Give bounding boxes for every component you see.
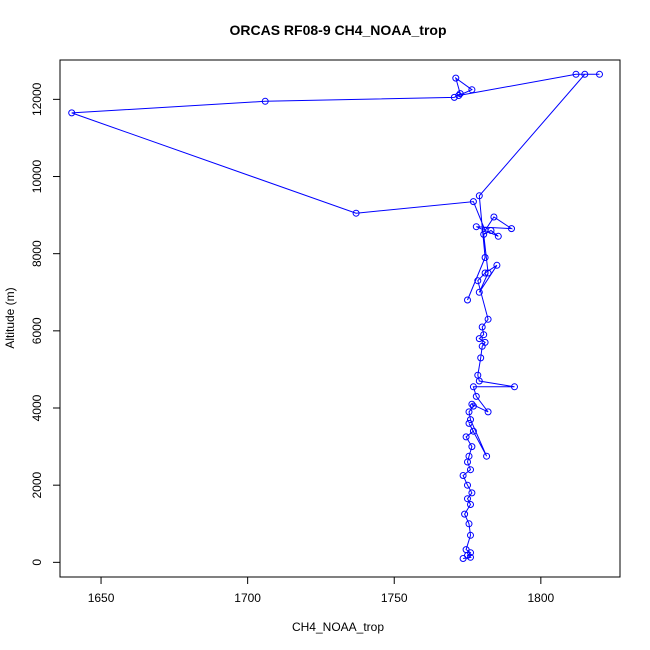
data-point (475, 335, 483, 343)
data-point (462, 433, 470, 441)
data-point (481, 338, 489, 346)
data-point (475, 288, 483, 296)
data-point (481, 269, 489, 277)
data-point (456, 90, 464, 98)
data-point (467, 501, 474, 508)
data-point (474, 371, 482, 379)
data-point (472, 223, 480, 231)
data-point (465, 452, 473, 460)
data-point (475, 192, 483, 200)
y-tick-label: 2000 (30, 472, 44, 499)
data-point (481, 254, 489, 261)
y-tick-label: 12000 (30, 82, 44, 116)
data-point (452, 74, 460, 82)
data-point (490, 213, 498, 221)
data-point (480, 230, 488, 238)
data-point (469, 427, 477, 435)
data-point (455, 92, 463, 99)
data-point (469, 402, 477, 410)
data-point (464, 296, 471, 304)
data-point (484, 269, 492, 277)
data-point (468, 443, 476, 451)
data-point (581, 70, 589, 78)
data-point (468, 400, 476, 408)
data-point (468, 86, 476, 94)
data-point (596, 70, 603, 78)
x-axis-label: CH4_NOAA_trop (292, 620, 384, 634)
x-tick-label: 1650 (88, 591, 115, 605)
data-point (465, 520, 473, 528)
data-point (477, 354, 485, 362)
data-point (572, 70, 580, 78)
y-tick-label: 4000 (30, 394, 44, 421)
data-point (484, 315, 492, 323)
data-point (261, 97, 269, 105)
data-point (480, 331, 488, 339)
y-tick-label: 6000 (30, 317, 44, 344)
data-point (465, 419, 473, 427)
data-point (461, 510, 469, 518)
y-axis-label: Altitude (m) (3, 287, 17, 348)
data-point (464, 495, 471, 503)
x-tick-label: 1700 (234, 591, 261, 605)
y-tick-label: 10000 (30, 160, 44, 194)
data-point (469, 383, 477, 391)
series-layer (68, 70, 603, 562)
data-point (481, 227, 489, 234)
x-tick-label: 1800 (527, 591, 554, 605)
data-point (459, 472, 467, 479)
data-point (467, 466, 474, 474)
data-point (462, 546, 470, 554)
data-point (484, 408, 492, 416)
chart-title: ORCAS RF08-9 CH4_NOAA_trop (229, 22, 446, 38)
x-tick-label: 1750 (381, 591, 408, 605)
data-point (494, 232, 502, 240)
y-tick-label: 0 (30, 559, 44, 566)
x-axis: 1650 1700 1750 1800 (88, 576, 555, 605)
data-point (511, 383, 518, 391)
data-point (464, 481, 471, 489)
data-point (508, 225, 515, 233)
data-point (467, 531, 474, 539)
data-point (465, 408, 473, 416)
y-axis: 0 2000 4000 6000 8000 10000 12000 (30, 82, 61, 566)
y-tick-label: 8000 (30, 240, 44, 267)
data-point (469, 198, 477, 206)
data-point (450, 93, 458, 101)
data-point (472, 392, 480, 400)
data-point (467, 416, 474, 424)
data-point (352, 209, 360, 217)
data-point (483, 452, 491, 460)
data-point (474, 277, 482, 285)
data-point (468, 489, 476, 497)
data-point (68, 109, 76, 117)
data-point (493, 261, 501, 269)
data-point (478, 323, 486, 331)
